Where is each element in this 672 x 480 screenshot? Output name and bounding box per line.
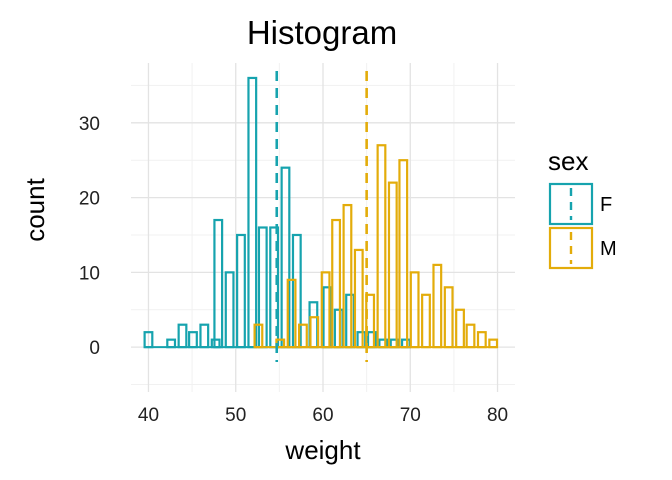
histogram-bar-F xyxy=(210,338,221,349)
histogram-bar-F xyxy=(400,338,411,349)
histogram-bar-M xyxy=(443,286,454,349)
legend: sex FM xyxy=(548,146,617,270)
histogram-bar-F xyxy=(177,323,188,349)
x-tick-label: 40 xyxy=(138,405,159,426)
histogram-bar-F xyxy=(199,323,210,349)
x-tick-label: 60 xyxy=(312,405,333,426)
mean-lines-layer xyxy=(275,71,368,362)
histogram-bar-M xyxy=(331,218,342,349)
legend-label-M: M xyxy=(600,238,617,260)
histogram-bar-M xyxy=(342,203,353,349)
histogram-bar-M xyxy=(465,323,476,349)
x-axis-title: weight xyxy=(284,435,361,465)
histogram-bar-M xyxy=(387,181,398,349)
histogram-bar-F xyxy=(333,308,344,349)
histogram-bar-F xyxy=(166,338,177,349)
histogram-bar-M xyxy=(421,293,431,349)
histogram-bar-F xyxy=(356,331,367,349)
x-tick-label: 50 xyxy=(225,405,246,426)
histogram-bar-F xyxy=(236,233,246,349)
histogram-bar-F xyxy=(247,76,258,349)
legend-item-F: F xyxy=(548,182,612,226)
histogram-bar-M xyxy=(488,338,499,349)
x-tick-label: 80 xyxy=(487,405,508,426)
legend-items: FM xyxy=(548,182,617,270)
legend-item-M: M xyxy=(548,226,617,270)
histogram-bar-M xyxy=(455,308,465,349)
histogram-bar-M xyxy=(376,144,387,349)
bars-layer xyxy=(143,76,499,349)
y-axis-title: count xyxy=(20,177,50,241)
y-tick-label: 20 xyxy=(79,189,100,210)
histogram-bar-F xyxy=(213,218,224,349)
histogram-bar-M xyxy=(476,331,487,349)
y-tick-label: 10 xyxy=(79,263,100,284)
histogram-bar-M xyxy=(432,263,443,349)
histogram-bar-M xyxy=(398,159,409,349)
histogram-bar-F xyxy=(345,293,355,349)
x-tick-label: 70 xyxy=(400,405,421,426)
legend-label-F: F xyxy=(600,194,612,216)
legend-title: sex xyxy=(548,146,588,176)
y-tick-labels: 0 10 20 30 xyxy=(79,114,100,359)
chart-title: Histogram xyxy=(247,14,397,51)
y-tick-label: 30 xyxy=(79,114,100,135)
x-tick-labels: 40 50 60 70 80 xyxy=(138,405,508,426)
histogram-bar-F xyxy=(188,331,198,349)
y-tick-label: 0 xyxy=(89,338,100,359)
